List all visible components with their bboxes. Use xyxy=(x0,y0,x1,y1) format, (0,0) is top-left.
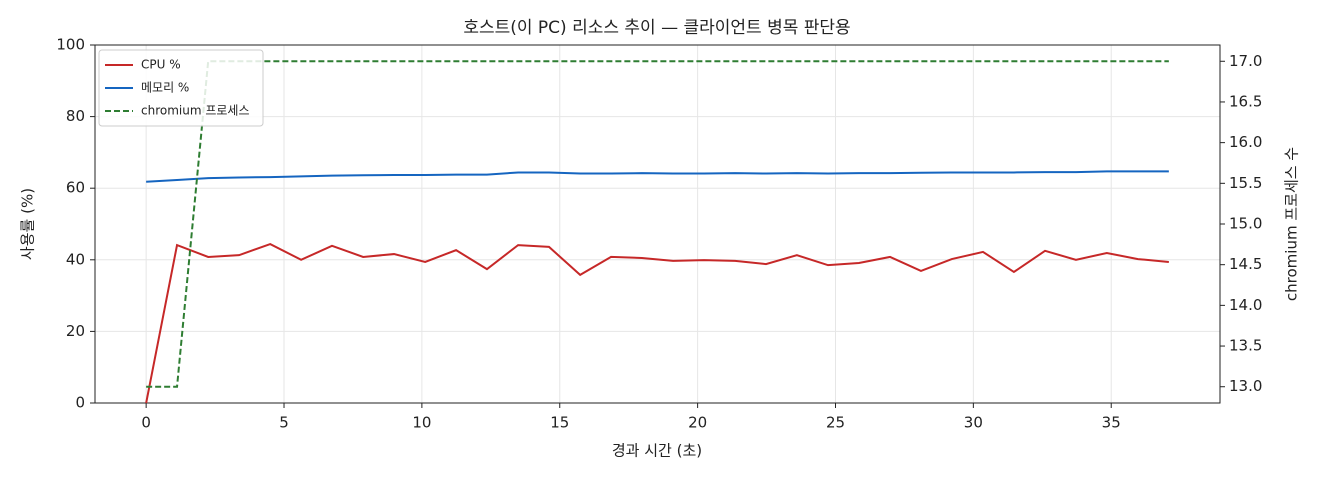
series-line xyxy=(146,170,1169,183)
x-axis-label: 경과 시간 (초) xyxy=(612,442,702,460)
y2-tick-label: 17.0 xyxy=(1229,52,1262,70)
y2-tick-label: 15.5 xyxy=(1229,174,1262,192)
series-line xyxy=(145,242,1169,404)
y2-tick-label: 16.5 xyxy=(1229,92,1262,110)
y2-tick-label: 16.0 xyxy=(1229,133,1262,151)
y-tick-label: 20 xyxy=(66,322,85,340)
y2-tick-label: 14.5 xyxy=(1229,255,1262,273)
x-tick-label: 10 xyxy=(412,414,431,432)
legend-label: 메모리 % xyxy=(141,81,189,95)
y-axis-label: 사용률 (%) xyxy=(19,188,37,260)
y-tick-label: 100 xyxy=(56,36,85,54)
y2-tick-label: 14.0 xyxy=(1229,296,1262,314)
y-tick-label: 0 xyxy=(75,394,85,412)
legend: CPU % 메모리 % chromium 프로세스 xyxy=(98,49,264,127)
y-tick-label: 40 xyxy=(66,250,85,268)
x-tick-label: 5 xyxy=(279,414,289,432)
y-tick-label: 60 xyxy=(66,179,85,197)
series-line xyxy=(146,60,1169,388)
legend-box xyxy=(98,49,264,127)
chart-title: 호스트(이 PC) 리소스 추이 — 클라이언트 병목 판단용 xyxy=(463,18,850,38)
legend-label: chromium 프로세스 xyxy=(141,104,250,118)
x-tick-label: 25 xyxy=(826,414,845,432)
x-tick-label: 15 xyxy=(550,414,569,432)
x-tick-label: 0 xyxy=(141,414,151,432)
legend-label: CPU % xyxy=(141,58,181,72)
y2-tick-label: 13.5 xyxy=(1229,337,1262,355)
x-tick-label: 30 xyxy=(964,414,983,432)
x-tick-label: 20 xyxy=(688,414,707,432)
y2-axis-label: chromium 프로세스 수 xyxy=(1283,147,1301,301)
y2-tick-label: 15.0 xyxy=(1229,215,1262,233)
y-tick-label: 80 xyxy=(66,107,85,125)
plot-frame xyxy=(94,44,1221,404)
x-tick-label: 35 xyxy=(1102,414,1121,432)
y2-tick-label: 13.0 xyxy=(1229,377,1262,395)
